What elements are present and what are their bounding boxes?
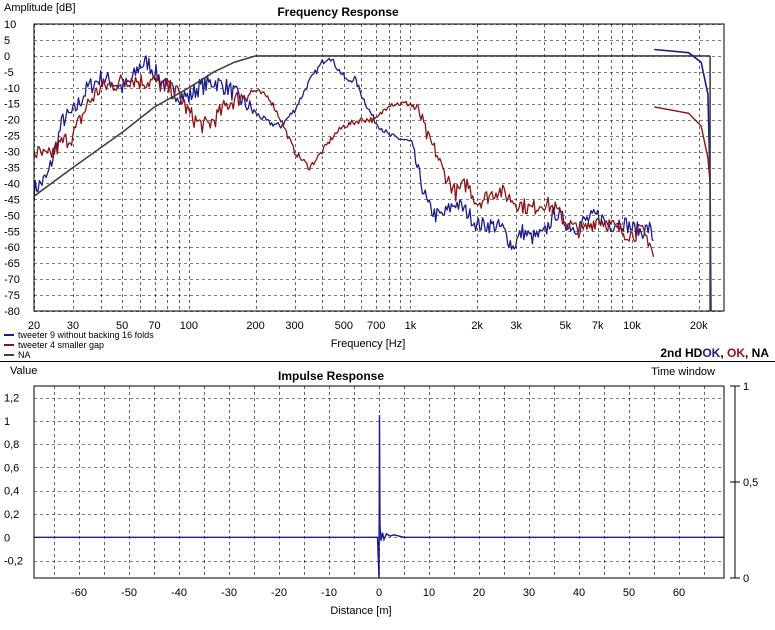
fr-series-line-3: [33, 55, 711, 197]
frequency-response-chart: Amplitude [dB] Frequency Response 1050-5…: [4, 2, 769, 360]
ir-y-tick-label: -0,2: [4, 556, 23, 568]
ir-x-tick-label: 10: [423, 587, 435, 599]
impulse-response-chart: Value Impulse Response Time window 1,210…: [4, 365, 758, 617]
ir-secondary-tick-label: 0,5: [743, 477, 758, 489]
fr-y-tick-label: -55: [4, 226, 20, 238]
ir-x-tick-label: -10: [321, 587, 337, 599]
fr-legend-label: NA: [18, 350, 31, 360]
ir-y-tick-label: 0,8: [4, 439, 19, 451]
fr-y-tick-label: -25: [4, 131, 20, 143]
ir-x-tick-label: -40: [171, 587, 187, 599]
ir-x-tick-label: 60: [673, 587, 685, 599]
ir-x-tick-label: 30: [523, 587, 535, 599]
hd-status-item: ,: [720, 346, 727, 360]
ir-y-tick-label: 0: [4, 532, 10, 544]
fr-y-tick-label: -50: [4, 210, 20, 222]
fr-series-2-hf-tail: [654, 106, 711, 184]
ir-x-ticks: -60 -50 -40 -30 -20 -10 0 10 20 30 40 50 60: [71, 587, 685, 599]
fr-x-tick-label: 700: [367, 320, 385, 332]
fr-y-tick-label: -35: [4, 163, 20, 175]
fr-y-tick-label: -60: [4, 242, 20, 254]
fr-y-tick-label: -75: [4, 290, 20, 302]
hd-status-line: 2nd HDOK, OK, NA: [660, 346, 769, 360]
ir-x-tick-label: 50: [623, 587, 635, 599]
fr-y-tick-label: -5: [4, 67, 14, 79]
fr-x-tick-label: 2k: [471, 320, 483, 332]
fr-y-tick-label: -45: [4, 194, 20, 206]
fr-x-ticks: 20 30 50 70 100 200 300 500 700 1k 2k 3k 5k 7k 10k 20k: [28, 320, 708, 332]
fr-x-tick-label: 1k: [405, 320, 417, 332]
ir-x-tick-label: -30: [221, 587, 237, 599]
ir-x-tick-label: 40: [573, 587, 585, 599]
ir-x-tick-label: -20: [271, 587, 287, 599]
ir-y-tick-label: 0,4: [4, 486, 19, 498]
fr-x-tick-label: 30: [67, 320, 79, 332]
ir-x-tick-label: 20: [473, 587, 485, 599]
fr-y-tick-label: -15: [4, 99, 20, 111]
fr-legend-label: tweeter 9 without backing 16 folds: [18, 330, 154, 340]
fr-series-line-1: [33, 55, 654, 250]
ir-series-group: [34, 415, 724, 579]
fr-x-tick-label: 20k: [690, 320, 708, 332]
fr-y-tick-label: -10: [4, 83, 20, 95]
ir-secondary-axis-label: Time window: [651, 366, 715, 378]
ir-secondary-axis: 10,50: [730, 381, 758, 585]
fr-title: Frequency Response: [277, 5, 399, 19]
fr-x-tick-label: 70: [148, 320, 160, 332]
hd-status-item: OK: [702, 346, 720, 360]
ir-title: Impulse Response: [278, 369, 384, 383]
fr-x-tick-label: 500: [335, 320, 353, 332]
fr-y-tick-label: -40: [4, 178, 20, 190]
ir-y-tick-label: 1,2: [4, 393, 19, 405]
fr-y-tick-label: -65: [4, 258, 20, 270]
fr-plot-frame: [33, 23, 725, 312]
fr-y-axis-label: Amplitude [dB]: [4, 2, 76, 14]
fr-x-tick-label: 10k: [623, 320, 641, 332]
fr-x-tick-label: 200: [246, 320, 264, 332]
fr-x-tick-label: 100: [180, 320, 198, 332]
ir-secondary-tick-label: 1: [743, 381, 749, 393]
fr-series-line-2: [33, 74, 655, 257]
ir-x-axis-label: Distance [m]: [330, 605, 391, 617]
fr-legend-label: tweeter 4 smaller gap: [18, 340, 104, 350]
fr-y-tick-label: 0: [4, 51, 10, 63]
fr-x-tick-label: 20: [28, 320, 40, 332]
fr-x-tick-label: 7k: [592, 320, 604, 332]
ir-x-tick-label: -60: [71, 587, 87, 599]
fr-x-tick-label: 300: [285, 320, 303, 332]
ir-y-tick-label: 0,2: [4, 509, 19, 521]
fr-x-tick-label: 5k: [560, 320, 572, 332]
fr-y-tick-label: -20: [4, 115, 20, 127]
fr-x-tick-label: 50: [116, 320, 128, 332]
fr-y-tick-label: 5: [4, 35, 10, 47]
ir-x-tick-label: -50: [121, 587, 137, 599]
fr-y-tick-label: -30: [4, 147, 20, 159]
hd-status-prefix: 2nd HD: [660, 346, 702, 360]
fr-x-tick-label: 3k: [510, 320, 522, 332]
ir-y-tick-label: 1: [4, 416, 10, 428]
fr-series-group: [33, 48, 712, 312]
ir-x-tick-label: 0: [376, 587, 382, 599]
fr-legend: tweeter 9 without backing 16 foldstweete…: [4, 330, 154, 360]
fr-y-tick-label: 10: [4, 19, 16, 31]
ir-plot-frame: [33, 385, 725, 579]
ir-secondary-tick-label: 0: [743, 573, 749, 585]
fr-y-tick-label: -70: [4, 274, 20, 286]
hd-status-item: OK: [727, 346, 745, 360]
ir-y-ticks: 1,2 1 0,8 0,6 0,4 0,2 0 -0,2: [4, 393, 23, 568]
fr-x-axis-label: Frequency [Hz]: [331, 338, 406, 350]
ir-series-line: [34, 415, 724, 579]
fr-y-tick-label: -80: [4, 306, 20, 318]
hd-status-item: , NA: [745, 346, 769, 360]
ir-y-tick-label: 0,6: [4, 462, 19, 474]
ir-y-axis-label: Value: [10, 365, 37, 377]
fr-y-ticks: 10 5 0 -5 -10 -15 -20 -25 -30 -35 -40 -45 -50 -55 -60 -…: [4, 19, 20, 318]
